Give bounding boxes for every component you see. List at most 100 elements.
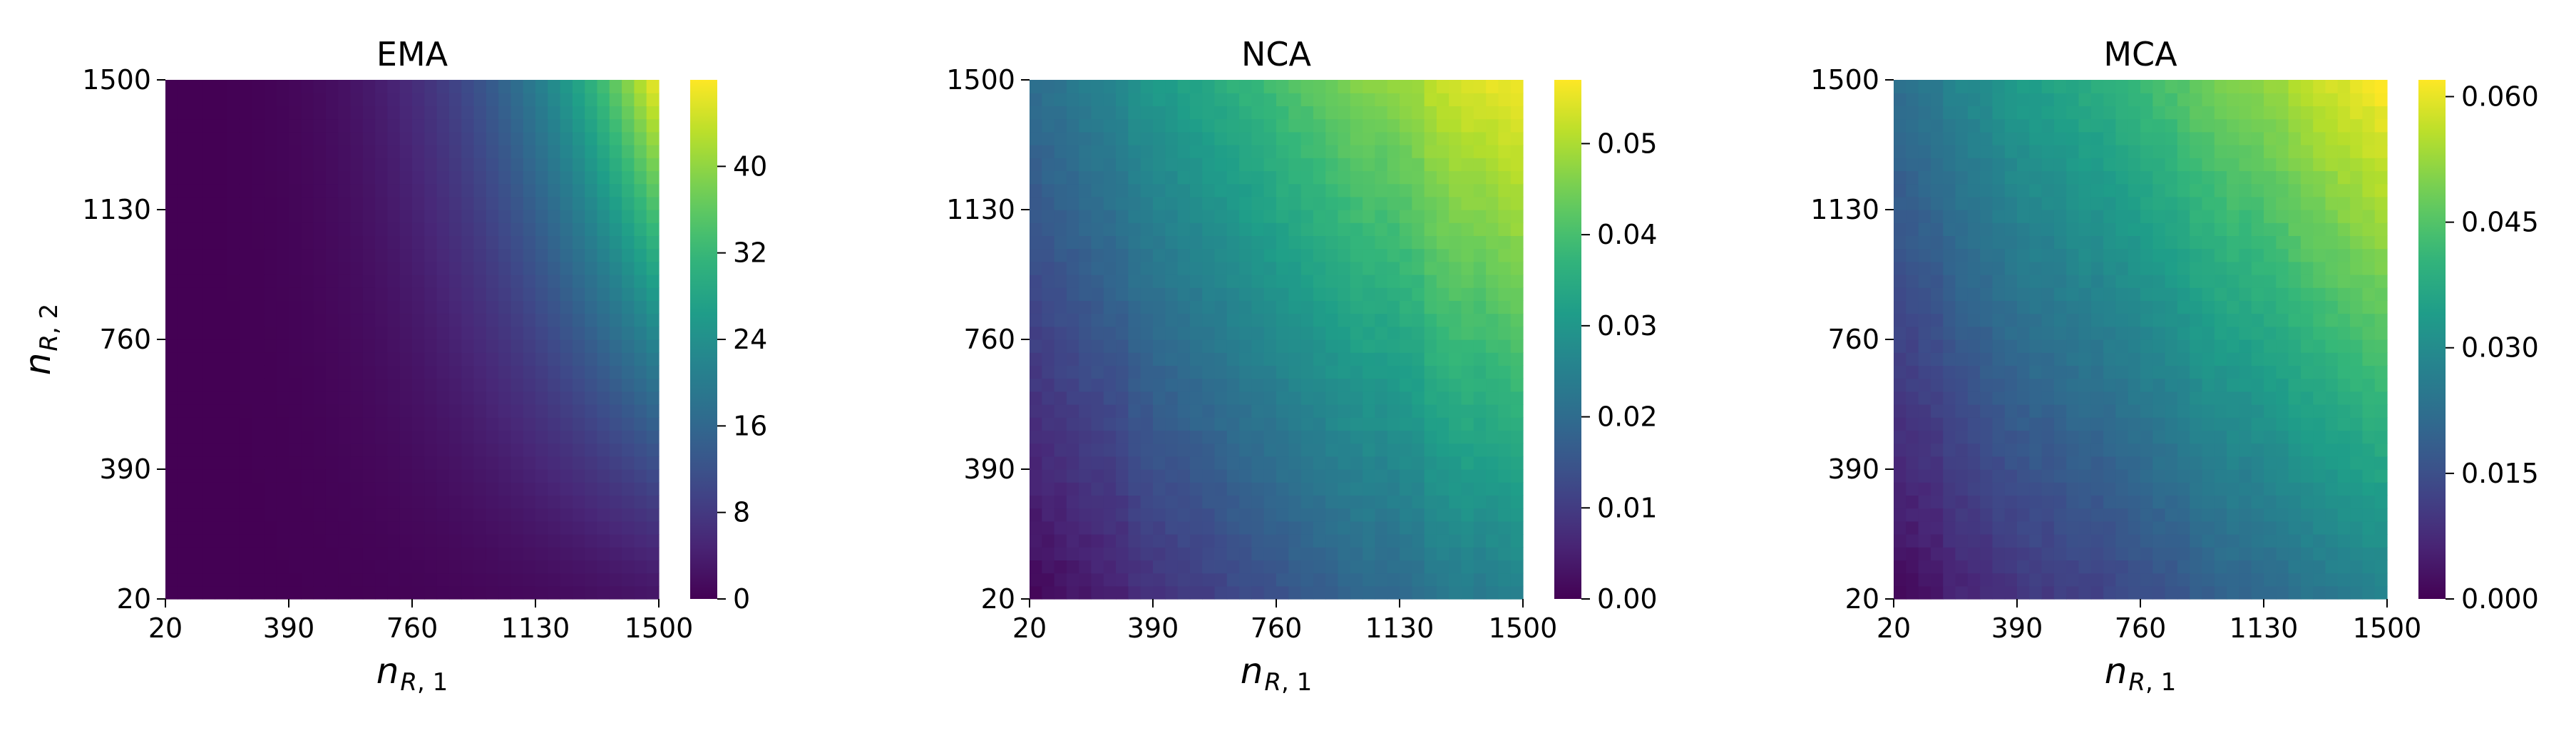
heatmap-cell [2152,352,2166,366]
heatmap-cell [1066,80,1079,93]
heatmap-cell [264,404,277,418]
heatmap-cell [2325,145,2339,158]
heatmap-cell [1967,534,1981,548]
heatmap-cell [1030,391,1042,405]
heatmap-cell [2337,300,2351,314]
heatmap-cell [2041,275,2055,288]
heatmap-cell [1214,365,1228,379]
heatmap-cell [1894,443,1907,457]
heatmap-cell [646,235,660,250]
heatmap-cell [1906,508,1919,522]
heatmap-cell [634,339,647,353]
heatmap-cell [1140,313,1154,327]
heatmap-cell [202,560,215,574]
heatmap-cell [597,261,610,275]
heatmap-cell [1918,235,1931,250]
heatmap-cell [362,365,376,379]
heatmap-cell [2251,547,2264,560]
heatmap-cell [178,534,191,548]
heatmap-cell [2115,210,2129,223]
heatmap-cell [2300,287,2314,301]
heatmap-cell [1042,547,1055,560]
heatmap-cell [2103,287,2116,301]
heatmap-cell [1992,300,2006,314]
heatmap-cell [1325,287,1339,301]
heatmap-cell [1510,534,1524,548]
heatmap-cell [1177,287,1191,301]
heatmap-cell [1424,404,1437,418]
heatmap-cell [350,183,364,198]
heatmap-cell [1486,170,1499,185]
heatmap-cell [2288,352,2302,366]
heatmap-cell [1153,573,1166,587]
heatmap-cell [1400,106,1412,120]
heatmap-cell [2362,456,2376,470]
heatmap-cell [2202,80,2215,93]
heatmap-cell [510,158,524,171]
heatmap-cell [1153,313,1166,327]
heatmap-cell [646,417,660,431]
heatmap-cell [1461,391,1474,405]
heatmap-cell [498,391,511,405]
heatmap-cell [264,352,277,366]
heatmap-cell [362,508,376,522]
heatmap-cell [2128,585,2141,600]
heatmap-cell [597,93,610,106]
heatmap-cell [1473,300,1487,314]
heatmap-cell [646,521,660,535]
heatmap-cell [350,378,364,392]
heatmap-cell [1338,210,1351,223]
heatmap-cell [1325,443,1339,457]
heatmap-cell [448,93,462,106]
heatmap-cell [2053,222,2067,236]
heatmap-cell [1325,391,1339,405]
heatmap-cell [609,495,622,509]
heatmap-cell [2190,183,2203,198]
heatmap-cell [375,560,388,574]
heatmap-cell [1350,339,1363,353]
heatmap-cell [1325,106,1339,120]
heatmap-cell [2140,391,2153,405]
heatmap-cell [1363,222,1375,236]
heatmap-cell [2202,196,2215,210]
heatmap-cell [2078,391,2092,405]
heatmap-cell [399,339,413,353]
heatmap-cell [1116,275,1129,288]
heatmap-cell [2190,417,2203,431]
heatmap-cell [1325,378,1339,392]
heatmap-cell [634,183,647,198]
heatmap-cell [1363,378,1375,392]
heatmap-cell [2276,235,2289,250]
heatmap-cell [572,170,585,185]
heatmap-cell [1066,365,1079,379]
heatmap-cell [350,145,364,158]
heatmap-cell [486,417,499,431]
heatmap-cell [2374,131,2388,145]
heatmap-cell [252,248,265,262]
heatmap-cell [1030,106,1042,120]
heatmap-cell [412,404,425,418]
heatmap-cell [2362,235,2376,250]
heatmap-cell [2362,275,2376,288]
heatmap-cell [1967,106,1981,120]
heatmap-cell [535,131,548,145]
heatmap-cell [2288,118,2302,133]
heatmap-cell [2214,235,2227,250]
heatmap-cell [1079,313,1092,327]
heatmap-cell [1906,210,1919,223]
heatmap-cell [1980,248,1993,262]
heatmap-cell [622,469,635,483]
heatmap-cell [486,482,499,496]
heatmap-cell [1473,469,1487,483]
heatmap-cell [1980,560,1993,574]
heatmap-cell [1325,235,1339,250]
heatmap-cell [1918,534,1931,548]
heatmap-cell [350,80,364,93]
heatmap-cell [399,287,413,301]
heatmap-cell [375,158,388,171]
heatmap-cell [399,248,413,262]
heatmap-cell [2128,222,2141,236]
heatmap-cell [1498,560,1512,574]
heatmap-cell [202,196,215,210]
heatmap-cell [1116,456,1129,470]
